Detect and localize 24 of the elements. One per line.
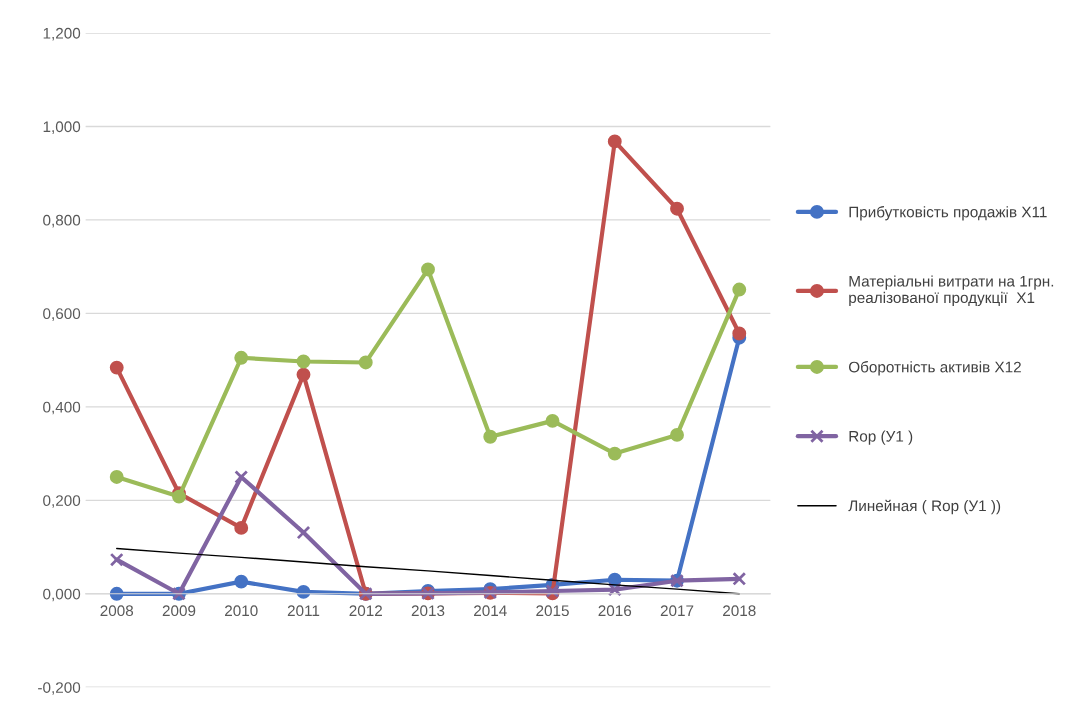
- y-tick-label: 0,200: [43, 495, 81, 508]
- y-tick-label: 1,200: [43, 27, 81, 41]
- y-tick-label: 0,000: [43, 588, 81, 602]
- y-tick-label: -0,200: [38, 682, 81, 695]
- y-tick-label: 0,800: [43, 214, 81, 228]
- y-tick-label: 0,600: [43, 308, 81, 321]
- x-tick-label: 2011: [287, 605, 320, 617]
- x-tick-label: 2015: [536, 605, 569, 617]
- x-tick-label: 2008: [100, 605, 134, 617]
- y-tick-label: 1,000: [43, 121, 81, 134]
- x-tick-label: 2009: [162, 605, 196, 617]
- x-tick-label: 2017: [660, 605, 694, 617]
- x-tick-label: 2018: [723, 605, 756, 617]
- x-tick-label: 2010: [225, 605, 258, 617]
- legend-label: Прибутковість продажів Х11: [849, 206, 1047, 221]
- y-tick-label: 0,400: [43, 401, 81, 415]
- legend-label: Оборотність активів Х12: [848, 361, 1021, 376]
- x-tick-label: 2016: [598, 605, 632, 617]
- legend-label: Rop (У1 ): [849, 430, 913, 445]
- legend-label: Линейная ( Rop (У1 )): [848, 499, 1001, 515]
- legend-label: Матеріальні витрати на 1грн. реалізованої продукції Х1: [849, 275, 1054, 307]
- x-tick-label: 2012: [349, 605, 382, 617]
- x-tick-label: 2014: [474, 605, 507, 617]
- x-tick-label: 2013: [411, 605, 445, 617]
